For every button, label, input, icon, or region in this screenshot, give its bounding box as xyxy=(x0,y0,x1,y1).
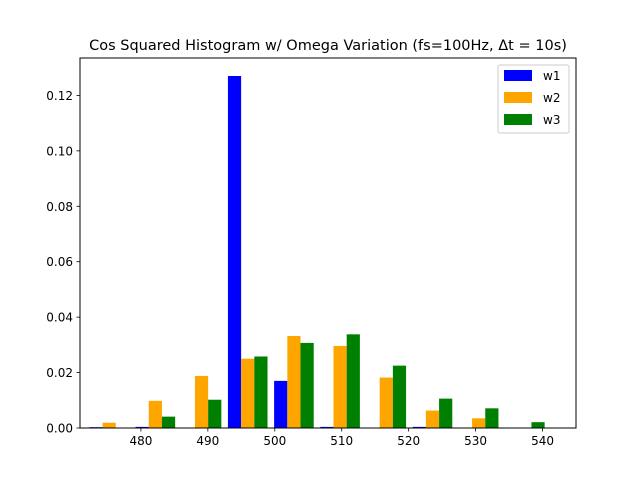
bar-w3-bin-6 xyxy=(392,365,407,428)
bar-w2-bin-3 xyxy=(241,358,255,428)
bar-w2-bin-1 xyxy=(148,400,162,428)
bar-w2-bin-4 xyxy=(287,335,301,428)
x-tick-label: 510 xyxy=(330,434,353,448)
x-axis: 480 490 500 510 520 530 540 xyxy=(129,428,554,448)
bars-layer xyxy=(89,76,545,428)
bar-w3-bin-5 xyxy=(346,334,360,428)
bar-w2-bin-2 xyxy=(194,375,209,428)
legend-swatch-w2 xyxy=(504,92,532,103)
y-tick-label: 0.04 xyxy=(46,311,73,325)
y-tick-label: 0.10 xyxy=(46,144,73,158)
x-tick-label: 500 xyxy=(263,434,286,448)
bar-w1-bin-3 xyxy=(227,76,242,428)
y-tick-label: 0.00 xyxy=(46,422,73,436)
bar-w2-bin-6 xyxy=(379,377,393,428)
y-tick-label: 0.06 xyxy=(46,255,73,269)
bar-w1-bin-7 xyxy=(412,426,426,428)
chart-title: Cos Squared Histogram w/ Omega Variation… xyxy=(89,38,567,54)
bar-w3-bin-8 xyxy=(485,408,499,428)
bar-w1-bin-4 xyxy=(274,380,288,428)
plot-frame xyxy=(79,57,577,429)
bar-w1-bin-5 xyxy=(320,426,334,428)
x-tick-label: 480 xyxy=(129,434,152,448)
bar-w3-bin-4 xyxy=(300,342,314,428)
bar-w3-bin-9 xyxy=(531,422,545,428)
x-tick-label: 530 xyxy=(464,434,487,448)
bar-w3-bin-7 xyxy=(439,398,453,428)
legend-swatch-w1 xyxy=(504,70,532,81)
bar-w1-bin-1 xyxy=(135,426,149,428)
legend-label-w3: w3 xyxy=(543,113,560,127)
legend-swatch-w3 xyxy=(504,114,532,125)
bar-w2-bin-5 xyxy=(333,345,347,428)
y-tick-label: 0.12 xyxy=(46,89,73,103)
x-tick-label: 490 xyxy=(196,434,219,448)
legend: w1 w2 w3 xyxy=(497,64,570,134)
bar-w3-bin-2 xyxy=(208,399,222,428)
bar-w3-bin-1 xyxy=(161,416,176,428)
bar-w3-bin-3 xyxy=(254,356,268,428)
legend-label-w2: w2 xyxy=(543,91,560,105)
y-tick-label: 0.08 xyxy=(46,200,73,214)
y-tick-label: 0.02 xyxy=(46,366,73,380)
bar-w2-bin-0 xyxy=(102,422,116,428)
bar-w2-bin-7 xyxy=(425,410,440,428)
y-axis: 0.00 0.02 0.04 0.06 0.08 0.10 0.12 xyxy=(46,89,80,436)
x-tick-label: 520 xyxy=(397,434,420,448)
x-tick-label: 540 xyxy=(531,434,554,448)
legend-label-w1: w1 xyxy=(543,69,560,83)
bar-w2-bin-8 xyxy=(472,418,486,428)
